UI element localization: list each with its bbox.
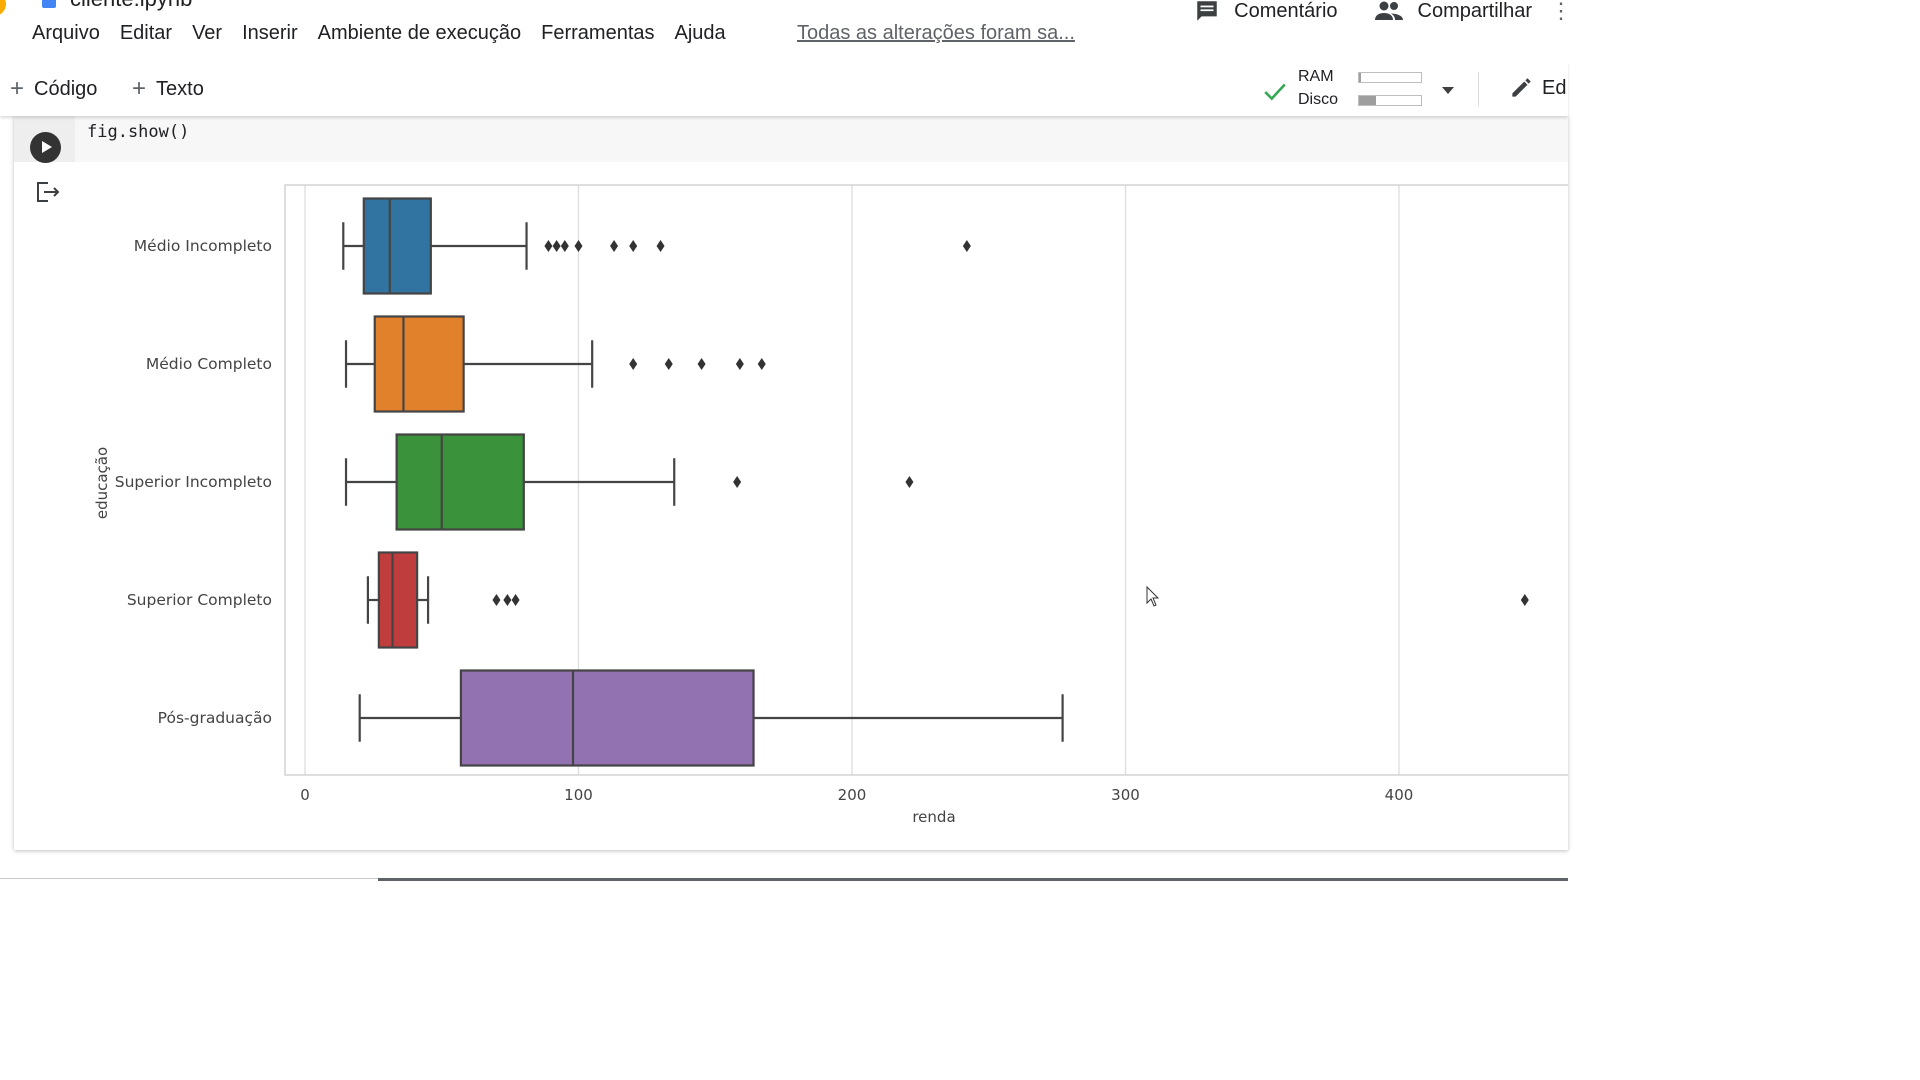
add-code-button[interactable]: + Código <box>10 75 97 103</box>
dropdown-arrow-icon[interactable] <box>1440 84 1456 96</box>
mouse-cursor-icon <box>1146 585 1160 607</box>
add-code-label: Código <box>34 77 98 100</box>
colab-logo[interactable] <box>0 0 6 16</box>
run-cell-button[interactable] <box>30 132 61 163</box>
pencil-icon <box>1512 78 1531 97</box>
comment-button[interactable]: Comentário <box>1194 0 1338 24</box>
box-group-0: Médio Incompleto <box>134 197 971 295</box>
disk-label: Disco <box>1298 91 1339 108</box>
save-status-link[interactable]: Todas as alterações foram sa... <box>797 22 1075 44</box>
y-tick-label-row-2: Superior Incompleto <box>115 473 272 491</box>
menu-arquivo[interactable]: Arquivo <box>32 22 100 44</box>
outlier-row-1-1 <box>664 358 673 370</box>
resources-indicator[interactable]: RAM Disco <box>1262 68 1462 112</box>
add-text-button[interactable]: + Texto <box>132 75 204 103</box>
notebook-title[interactable]: cliente.ipynb <box>42 0 192 12</box>
outlier-row-2-1 <box>905 476 914 488</box>
outlier-row-0-2 <box>560 240 569 252</box>
box-row-4 <box>459 669 755 767</box>
outlier-row-1-3 <box>735 358 744 370</box>
outlier-row-0-4 <box>610 240 619 252</box>
code-cell: fig.show() <box>14 116 1568 850</box>
box-group-3: Superior Completo <box>127 551 1529 649</box>
box-series: Médio Incompleto Médio Completo Superior I… <box>115 197 1529 767</box>
box-group-2: Superior Incompleto <box>115 433 914 531</box>
top-bar: cliente.ipynb Arquivo Editar Ver Inserir… <box>0 0 1572 63</box>
box-group-4: Pós-graduação <box>158 669 1064 767</box>
y-tick-label-row-3: Superior Completo <box>127 591 272 609</box>
y-tick-label-row-0: Médio Incompleto <box>134 237 272 255</box>
outlier-row-3-1 <box>503 594 512 606</box>
edit-label: Ed <box>1542 76 1567 99</box>
grid-lines <box>304 185 1400 775</box>
disk-bar-fill <box>1359 96 1377 105</box>
outlier-row-0-3 <box>574 240 583 252</box>
disk-bar <box>1358 95 1422 106</box>
outlier-row-1-2 <box>697 358 706 370</box>
notebook-toolbar: + Código + Texto RAM Disco Ed <box>0 62 1568 116</box>
y-tick-label-row-4: Pós-graduação <box>158 709 272 727</box>
outlier-row-0-1 <box>552 240 561 252</box>
menu-ver[interactable]: Ver <box>192 22 223 44</box>
ram-bar <box>1358 72 1422 83</box>
y-tick-label-row-1: Médio Completo <box>146 355 272 373</box>
people-icon <box>1374 1 1403 20</box>
plus-icon: + <box>132 75 147 102</box>
y-axis-label: educação <box>93 447 111 519</box>
x-tick-label-100: 100 <box>564 786 593 804</box>
share-button[interactable]: Compartilhar <box>1374 0 1532 23</box>
boxplot-chart: Médio Incompleto Médio Completo Superior I… <box>93 184 1568 826</box>
box-row-2 <box>395 433 525 531</box>
menu-inserir[interactable]: Inserir <box>242 22 298 44</box>
menu-ferramentas[interactable]: Ferramentas <box>541 22 655 44</box>
menu-ajuda[interactable]: Ajuda <box>674 22 726 44</box>
scrollbar-track[interactable] <box>378 878 1568 881</box>
ram-label: RAM <box>1298 68 1334 85</box>
share-label: Compartilhar <box>1417 0 1532 22</box>
outlier-row-3-2 <box>511 594 520 606</box>
outlier-row-2-0 <box>733 476 742 488</box>
comment-icon <box>1197 1 1217 21</box>
notebook-title-text[interactable]: cliente.ipynb <box>70 0 192 11</box>
comment-label: Comentário <box>1234 0 1338 22</box>
x-tick-label-300: 300 <box>1111 786 1140 804</box>
x-axis-label: renda <box>912 808 955 826</box>
outlier-row-1-0 <box>629 358 638 370</box>
outlier-row-0-6 <box>656 240 665 252</box>
menu-ambiente[interactable]: Ambiente de execução <box>317 22 522 44</box>
add-text-label: Texto <box>156 77 204 100</box>
outlier-row-0-0 <box>544 240 553 252</box>
x-tick-label-400: 400 <box>1385 786 1414 804</box>
plus-icon: + <box>10 75 25 102</box>
plot-area <box>284 184 1568 776</box>
box-row-3 <box>377 551 419 649</box>
code-editor[interactable]: fig.show() <box>75 116 1568 162</box>
drive-file-icon <box>42 0 56 9</box>
ram-bar-fill <box>1359 73 1362 82</box>
menu-bar: Arquivo Editar Ver Inserir Ambiente de e… <box>22 22 736 45</box>
outlier-row-1-4 <box>757 358 766 370</box>
box-row-0 <box>362 197 432 295</box>
outlier-row-3-0 <box>492 594 501 606</box>
more-vert-icon[interactable]: ⋮ <box>1550 0 1572 23</box>
axis-ticks: 0 100 200 300 400 <box>300 786 1413 804</box>
box-row-1 <box>373 315 465 413</box>
top-actions: Comentário Compartilhar <box>1194 0 1568 24</box>
x-tick-label-200: 200 <box>838 786 867 804</box>
menu-editar[interactable]: Editar <box>119 22 173 44</box>
toolbar-divider <box>1478 72 1479 106</box>
edit-button[interactable]: Ed <box>1508 75 1566 101</box>
outlier-row-0-7 <box>962 240 971 252</box>
check-icon <box>1264 83 1286 101</box>
output-actions-icon[interactable] <box>35 180 61 209</box>
outlier-row-3-3 <box>1520 594 1529 606</box>
x-tick-label-0: 0 <box>300 786 310 804</box>
box-group-1: Médio Completo <box>146 315 766 413</box>
outlier-row-0-5 <box>629 240 638 252</box>
